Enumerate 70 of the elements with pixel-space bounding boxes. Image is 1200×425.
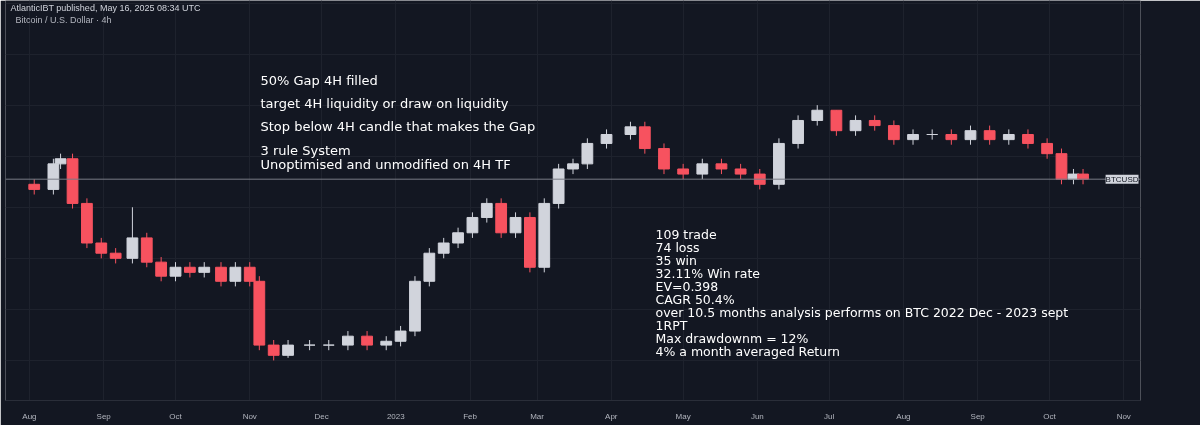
candlestick: [361, 330, 373, 351]
annotation: 35 win: [655, 252, 697, 268]
candlestick: [267, 339, 280, 361]
x-tick-label: Feb: [463, 411, 478, 421]
x-tick-label: Apr: [605, 411, 618, 421]
x-tick-label: Aug: [22, 411, 37, 421]
candlestick: [215, 261, 227, 287]
x-tick-label: Oct: [1043, 411, 1057, 421]
candlestick: [926, 128, 939, 141]
candlestick: [1041, 137, 1053, 160]
annotation: Max drawdownm = 12%: [655, 330, 809, 346]
x-tick-label: May: [675, 411, 691, 421]
candlestick: [126, 206, 139, 264]
candlestick: [480, 197, 493, 224]
annotation: 1RPT: [655, 317, 688, 333]
candlestick: [753, 168, 766, 190]
candlestick: [155, 256, 168, 282]
candlestick: [792, 114, 804, 150]
candlestick: [907, 128, 919, 146]
x-tick-label: Oct: [169, 411, 183, 421]
candlestick: [169, 261, 182, 282]
candlestick: [964, 125, 977, 146]
x-tick-label: Aug: [896, 411, 911, 421]
candlestick: [95, 237, 108, 259]
candlestick: [567, 158, 579, 175]
annotation: Stop below 4H candle that makes the Gap: [260, 118, 536, 134]
candlestick: [1077, 168, 1089, 185]
candlestick: [452, 227, 464, 249]
annotation: over 10.5 months analysis performs on BTC 2022 Dec - 2023 sept: [655, 304, 1069, 320]
x-tick-label: Sep: [970, 411, 986, 421]
x-tick-label: 2023: [386, 411, 406, 421]
candlestick: [983, 125, 996, 146]
annotation: 109 trade: [655, 226, 717, 242]
x-tick-label: Jun: [750, 411, 764, 421]
x-tick-label: Nov: [1116, 411, 1131, 421]
candlestick: [394, 325, 407, 347]
annotation: CAGR 50.4%: [655, 291, 735, 307]
candlestick: [887, 119, 900, 146]
x-tick-label: Jul: [824, 411, 835, 421]
x-tick-label: Sep: [96, 411, 112, 421]
annotation: 4% a month averaged Return: [655, 343, 841, 359]
annotation: 32.11% Win rate: [655, 265, 761, 281]
candlestick: [1022, 128, 1034, 150]
text: AtlanticIBT published, May 16, 2025 08:34 UTC: [10, 2, 201, 13]
candlestick: [638, 121, 651, 155]
candlestick: [658, 142, 670, 175]
annotation: target 4H liquidity or draw on liquidity: [260, 95, 509, 111]
candlestick: [229, 261, 242, 287]
candlestick: [830, 109, 843, 137]
text: 50% Gap 4H filled: [260, 72, 378, 88]
candlestick: [811, 104, 824, 127]
candlestick: [466, 211, 479, 239]
candlestick: [509, 211, 522, 239]
candlestick: [696, 158, 709, 180]
candlestick: [600, 128, 613, 150]
x-tick-label: Mar: [530, 411, 545, 421]
annotation: 74 loss: [655, 239, 700, 255]
candlestick: [849, 114, 862, 137]
candlestick: [437, 237, 450, 259]
annotation: 3 rule System: [260, 142, 351, 158]
candlestick: [342, 330, 354, 351]
x-tick-label: Nov: [242, 411, 257, 421]
annotation: Unoptimised and unmodified on 4H TF: [260, 156, 511, 172]
candlestick: [677, 163, 690, 180]
ref-line-label: BTCUSD: [1105, 174, 1139, 184]
candlestick: [581, 137, 594, 170]
annotation: EV=0.398: [655, 278, 719, 294]
text: Bitcoin / U.S. Dollar · 4h: [15, 14, 112, 25]
candlestick: [183, 261, 196, 278]
x-tick-label: Dec: [314, 411, 329, 421]
